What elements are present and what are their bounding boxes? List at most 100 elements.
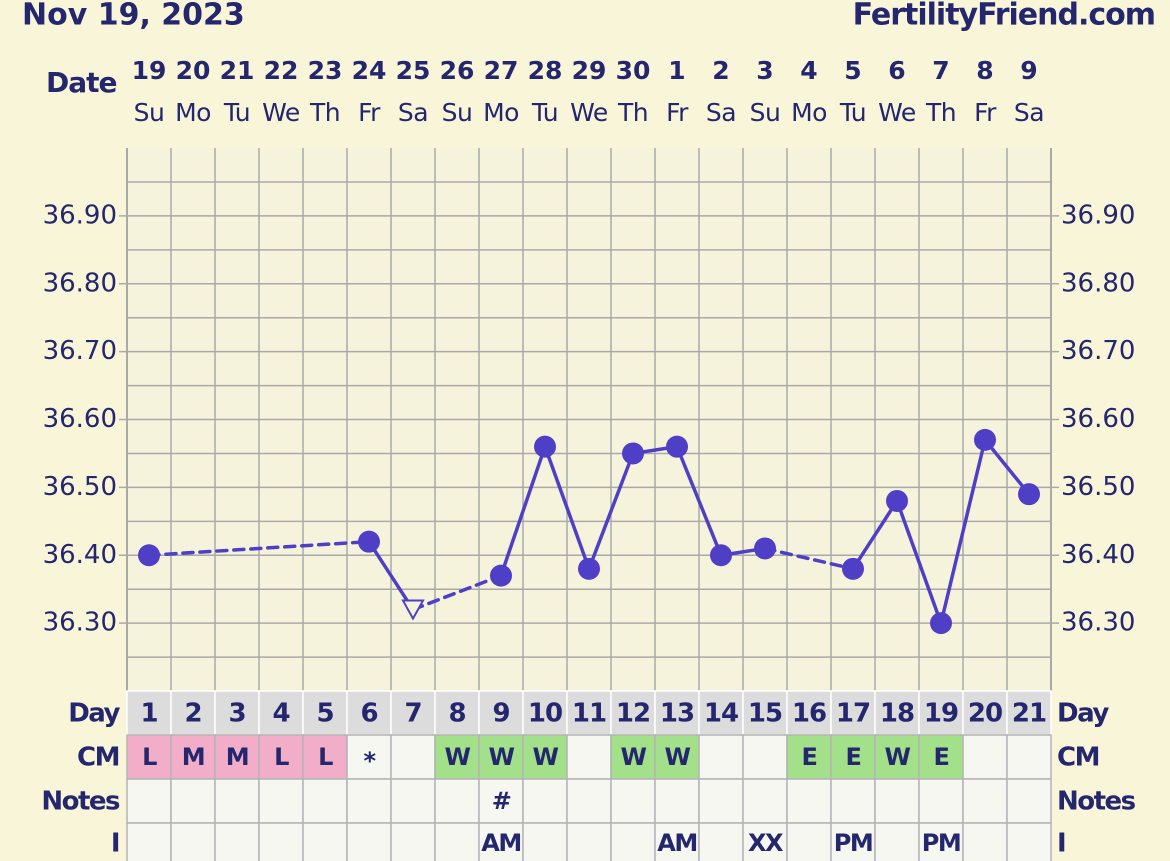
table-cell-text: PM: [834, 829, 872, 857]
table-cell: [390, 778, 436, 824]
date-number: 3: [756, 56, 773, 85]
temperature-marker: [842, 557, 864, 580]
date-number: 25: [396, 56, 431, 85]
temperature-marker: [754, 537, 776, 560]
table-cell-text: 17: [836, 699, 870, 729]
table-cell: [522, 778, 568, 824]
row-label-right: I: [1057, 829, 1065, 859]
temperature-segment: [675, 444, 723, 557]
table-cell: [434, 690, 480, 736]
table-cell: [786, 822, 832, 861]
temperature-marker: [490, 564, 512, 587]
table-cell: [742, 822, 788, 861]
table-cell-text: 9: [492, 699, 509, 729]
row-label: CM: [77, 743, 119, 773]
weekday: Sa: [706, 98, 736, 127]
date-number: 23: [308, 56, 343, 85]
temperature-marker: [930, 612, 952, 635]
temperature-segment: [895, 499, 943, 625]
y-tick-label: 36.50: [43, 472, 117, 502]
temperature-segment: [543, 444, 591, 571]
table-cell: [742, 690, 788, 736]
table-cell: [170, 778, 216, 824]
y-tick-label: 36.80: [43, 268, 117, 298]
table-cell: [214, 734, 260, 780]
y-tick-label-right: 36.30: [1061, 608, 1135, 638]
date-number: 8: [976, 56, 993, 85]
table-cell-text: 7: [404, 699, 421, 729]
temperature-marker-open: [401, 599, 425, 621]
table-cell: [126, 822, 172, 861]
y-tick-label: 36.70: [43, 336, 117, 366]
y-tick-label: 36.40: [43, 540, 117, 570]
table-cell: [478, 778, 524, 824]
weekday: Th: [925, 98, 956, 127]
y-tick-label-right: 36.50: [1061, 472, 1135, 502]
table-cell: [874, 690, 920, 736]
table-cell: [214, 822, 260, 861]
row-label-right: CM: [1057, 743, 1099, 773]
temperature-segment: [587, 451, 635, 571]
weekday: Th: [309, 98, 340, 127]
table-cell: [918, 778, 964, 824]
y-tick-label: 36.90: [43, 200, 117, 230]
table-cell-text: W: [533, 743, 559, 771]
table-cell: [302, 778, 348, 824]
table-cell-text: 20: [968, 699, 1002, 729]
table-cell-text: 15: [748, 699, 782, 729]
y-tick-label-right: 36.40: [1061, 540, 1135, 570]
y-tick-label-right: 36.70: [1061, 336, 1135, 366]
table-cell-text: L: [274, 743, 289, 771]
table-cell-text: 3: [228, 699, 245, 729]
temperature-marker: [534, 435, 556, 458]
table-cell: [1006, 690, 1052, 736]
weekday: Tu: [531, 98, 558, 127]
weekday: Fr: [974, 98, 997, 127]
date-number: 26: [440, 56, 475, 85]
y-tick-label-right: 36.60: [1061, 404, 1135, 434]
table-cell-text: W: [489, 743, 515, 771]
table-cell-text: 10: [528, 699, 562, 729]
table-cell: [742, 734, 788, 780]
y-tick-label: 36.60: [43, 404, 117, 434]
table-cell: [258, 778, 304, 824]
table-cell-text: M: [182, 743, 204, 771]
temperature-marker: [974, 428, 996, 451]
table-cell-text: XX: [748, 829, 784, 857]
temperature-marker: [886, 489, 908, 512]
date-number: 20: [176, 56, 211, 85]
table-cell: [214, 778, 260, 824]
table-cell: [126, 690, 172, 736]
table-cell: [610, 822, 656, 861]
table-cell-text: W: [445, 743, 471, 771]
table-cell: [962, 822, 1008, 861]
temperature-marker: [666, 435, 688, 458]
weekday: Fr: [358, 98, 381, 127]
date-number: 19: [132, 56, 167, 85]
table-cell-text: 12: [616, 699, 650, 729]
table-cell: [1006, 778, 1052, 824]
table-cell: [654, 778, 700, 824]
table-cell-text: 1: [140, 699, 157, 729]
table-cell: [830, 690, 876, 736]
table-cell: [390, 734, 436, 780]
table-cell-text: 16: [792, 699, 826, 729]
weekday: Tu: [839, 98, 866, 127]
weekday: Su: [442, 98, 473, 127]
table-cell: [170, 690, 216, 736]
table-cell-text: *: [363, 747, 376, 775]
site-name: FertilityFriend.com: [853, 0, 1155, 33]
row-label: Notes: [41, 787, 120, 817]
weekday: Th: [617, 98, 648, 127]
table-cell-text: #: [492, 787, 511, 815]
row-label: Day: [68, 699, 120, 729]
temperature-segment: [411, 573, 503, 612]
table-cell-text: E: [934, 743, 949, 771]
table-cell-text: AM: [481, 829, 520, 857]
table-cell: [786, 778, 832, 824]
temperature-segment: [763, 546, 855, 571]
table-cell-text: M: [226, 743, 248, 771]
date-number: 9: [1020, 56, 1037, 85]
